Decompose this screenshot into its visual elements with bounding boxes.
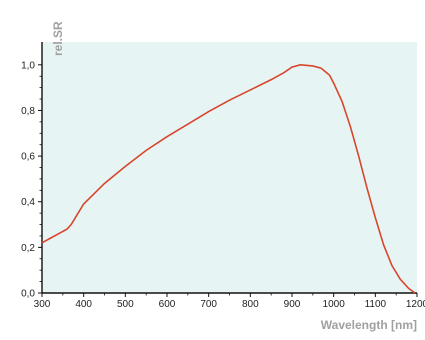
y-tick-label: 1,0	[21, 60, 35, 71]
x-tick-label: 1000	[323, 299, 346, 310]
x-tick-label: 700	[200, 299, 217, 310]
x-tick-label: 300	[34, 299, 51, 310]
x-tick-label: 1200	[406, 299, 425, 310]
y-tick-label: 0,4	[21, 197, 35, 208]
y-tick-label: 0,0	[21, 289, 35, 300]
x-tick-label: 600	[159, 299, 176, 310]
y-axis-title: rel.SR	[51, 21, 65, 56]
x-tick-labels: 300 400 500 600 700 800 900 1000 1100 1200	[34, 299, 425, 310]
y-tick-label: 0,6	[21, 152, 35, 163]
x-tick-label: 900	[284, 299, 301, 310]
x-tick-label: 500	[117, 299, 134, 310]
plot-area	[42, 42, 417, 293]
y-tick-label: 0,8	[21, 106, 35, 117]
y-tick-label: 0,2	[21, 243, 35, 254]
series-line	[41, 64, 416, 294]
x-tick-label: 800	[242, 299, 259, 310]
x-tick-label: 1100	[365, 299, 387, 310]
x-tick-label: 400	[75, 299, 92, 310]
x-axis-title: Wavelength [nm]	[321, 318, 417, 332]
y-tick-labels: 0,0 0,2 0,4 0,6 0,8 1,0	[21, 60, 35, 299]
